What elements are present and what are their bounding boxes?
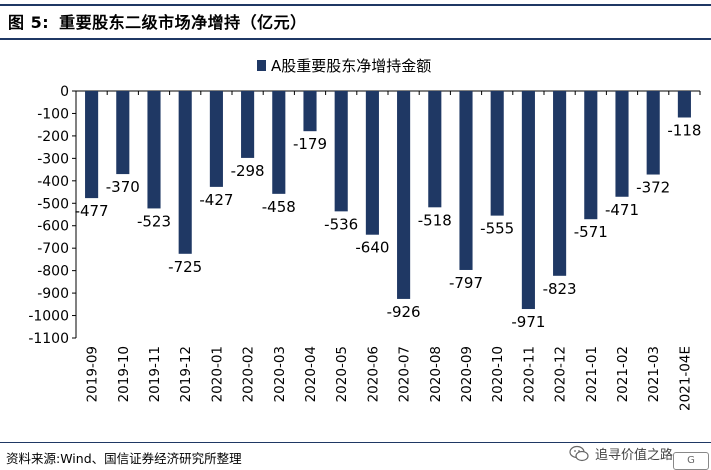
bar — [584, 91, 598, 220]
header-top-rule — [0, 4, 711, 6]
bar — [241, 91, 255, 158]
data-label: -118 — [667, 121, 701, 139]
x-tick-label: 2020-08 — [428, 346, 444, 402]
data-label: -477 — [75, 202, 109, 220]
watermark-badge: G — [673, 452, 709, 470]
x-tick-label: 2020-10 — [490, 346, 506, 402]
footer-rule — [0, 442, 711, 443]
bar — [646, 91, 660, 175]
legend-label: A股重要股东净增持金额 — [271, 57, 431, 75]
data-label: -179 — [293, 135, 327, 153]
data-label: -427 — [199, 191, 233, 209]
y-tick-label: -100 — [37, 106, 69, 122]
bar — [147, 91, 161, 209]
y-tick-label: -600 — [37, 219, 69, 235]
y-tick-label: -900 — [37, 286, 69, 302]
bar — [365, 91, 379, 235]
bar — [209, 91, 223, 187]
bar — [428, 91, 442, 208]
y-tick-label: 0 — [60, 84, 69, 100]
bar — [615, 91, 629, 197]
figure-title: 图 5: 重要股东二级市场净增持（亿元） — [8, 9, 317, 33]
legend-swatch — [257, 60, 266, 71]
wechat-icon — [569, 445, 589, 461]
bar — [397, 91, 411, 299]
data-label: -370 — [106, 178, 140, 196]
y-tick-label: -1100 — [28, 331, 69, 347]
data-label: -471 — [605, 201, 639, 219]
x-tick-label: 2020-12 — [553, 346, 569, 402]
data-label: -926 — [387, 303, 421, 321]
x-tick-label: 2020-07 — [397, 346, 413, 402]
y-tick-label: -200 — [37, 129, 69, 145]
bar-chart: 0 -100 -200 -300 -400 -500 -600 -700 -800 -900 -10… — [28, 57, 701, 411]
y-tick-label: -500 — [37, 196, 69, 212]
x-tick-label: 2019-09 — [85, 346, 101, 402]
x-tick-label: 2020-06 — [365, 346, 381, 402]
x-tick-label: 2020-11 — [521, 346, 537, 402]
x-tick-label: 2020-01 — [209, 346, 225, 402]
x-tick-label: 2020-02 — [241, 346, 257, 402]
bar — [490, 91, 504, 216]
data-label: -298 — [231, 162, 265, 180]
data-label: -797 — [449, 274, 483, 292]
header-bottom-rule — [0, 38, 711, 40]
data-label: -536 — [324, 215, 358, 233]
bar — [677, 91, 691, 118]
data-label: -823 — [543, 280, 577, 298]
x-tick-label: 2020-05 — [334, 346, 350, 402]
watermark-text: 追寻价值之路 — [594, 448, 673, 463]
x-tick-label: 2019-12 — [178, 346, 194, 402]
bar — [85, 91, 99, 199]
x-tick-label: 2020-03 — [272, 346, 288, 402]
data-label: -640 — [355, 239, 389, 257]
source-note: 资料来源:Wind、国信证券经济研究所整理 — [6, 451, 242, 466]
data-label: -971 — [511, 313, 545, 331]
x-tick-label: 2021-02 — [615, 346, 631, 402]
figure-header: 图 5: 重要股东二级市场净增持（亿元） — [0, 0, 711, 40]
bar — [334, 91, 348, 212]
data-label: -523 — [137, 212, 171, 230]
data-label: -372 — [636, 179, 670, 197]
data-label: -518 — [418, 211, 452, 229]
figure-number: 图 5: — [8, 13, 50, 32]
data-label: -458 — [262, 198, 296, 216]
bar — [553, 91, 567, 276]
y-tick-label: -800 — [37, 264, 69, 280]
bar — [303, 91, 317, 132]
watermark: 追寻价值之路 — [569, 444, 673, 463]
x-tick-label: 2020-04 — [303, 346, 319, 402]
bar — [272, 91, 286, 194]
x-tick-label: 2021-04E — [677, 346, 693, 411]
y-tick-label: -400 — [37, 174, 69, 190]
data-label: -725 — [168, 258, 202, 276]
y-tick-label: -700 — [37, 241, 69, 257]
data-label: -571 — [574, 223, 608, 241]
bar — [116, 91, 130, 175]
bar — [521, 91, 535, 310]
figure-title-text: 重要股东二级市场净增持（亿元） — [59, 13, 307, 32]
x-tick-label: 2019-11 — [147, 346, 163, 402]
x-tick-label: 2019-10 — [116, 346, 132, 402]
bar — [459, 91, 473, 270]
x-tick-label: 2021-03 — [646, 346, 662, 402]
x-tick-label: 2020-09 — [459, 346, 475, 402]
bar — [178, 91, 192, 254]
x-tick-label: 2021-01 — [584, 346, 600, 402]
y-tick-label: -1000 — [28, 309, 69, 325]
data-label: -555 — [480, 220, 514, 238]
y-tick-label: -300 — [37, 151, 69, 167]
